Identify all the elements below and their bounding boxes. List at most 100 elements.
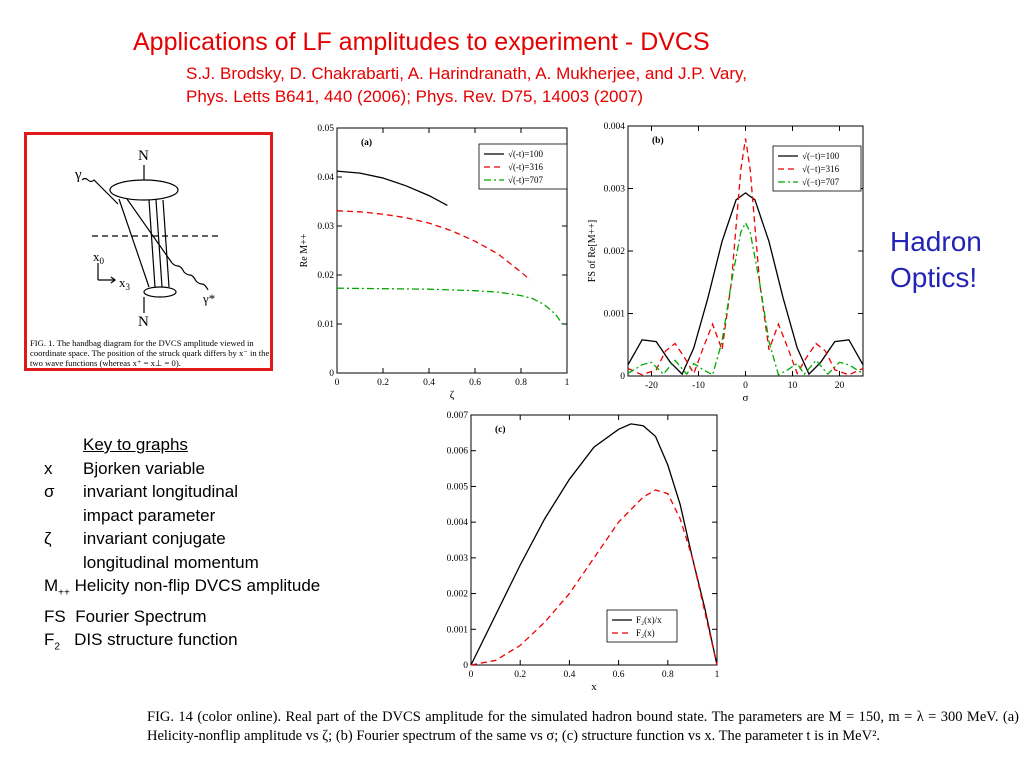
series-line [627,221,864,376]
plot-frame [336,127,568,374]
series-line [470,489,718,666]
y-tick-label: 0.004 [447,518,469,528]
panel-label: (b) [652,135,664,146]
y-axis-label: FS of Re[M++] [587,220,598,282]
legend-label: √(-t)=707 [508,175,544,185]
key-to-graphs: Key to graphs x Bjorken variable σ invaria… [44,433,384,659]
key-symbol-sub: ++ [58,587,70,599]
key-text: Bjorken variable [83,458,205,478]
key-symbol: F [44,630,55,650]
y-tick-label: 0.003 [604,185,626,195]
key-row: x Bjorken variable [44,457,384,481]
panel-label: (c) [495,424,506,435]
fig1-caption: FIG. 1. The handbag diagram for the DVCS… [30,338,270,368]
x-tick-label: -10 [692,381,705,391]
x-axis-label: σ [743,392,749,404]
hadron-optics-callout: Hadron Optics! [890,224,982,296]
key-symbol: σ [44,482,55,501]
y-tick-label: 0.005 [447,482,469,492]
key-row: σ invariant longitudinal [44,480,384,504]
y-tick-label: 0.001 [604,310,626,320]
diagram-label-x0: x0 [93,249,105,266]
key-symbol: FS [44,606,66,626]
x-tick-label: 0.4 [563,670,575,680]
citation-line-2: Phys. Letts B641, 440 (2006); Phys. Rev.… [186,87,644,106]
struck-quark-line-a [118,198,150,288]
y-tick-label: 0.001 [447,625,469,635]
legend-label: √(-t)=100 [508,149,544,159]
series-line [627,138,864,376]
x-tick-label: 0 [743,381,748,391]
x-tick-label: 0.6 [469,378,481,388]
key-symbol-sub: 2 [54,641,60,653]
x-tick-label: -20 [645,381,658,391]
incoming-photon [81,177,119,205]
key-text: impact parameter [83,505,216,525]
series-line [336,170,448,206]
slide-title: Applications of LF amplitudes to experim… [133,28,710,56]
struck-quark-line-b [126,198,173,264]
chart-panel-a: 0 0.2 0.4 0.6 0.8 1 0 0.01 0.02 0.03 0.04 0.05 (a) ζ R… [299,124,570,401]
x-tick-label: 0.6 [613,670,625,680]
series-line [627,192,864,376]
key-row: ζ invariant conjugate [44,527,384,551]
y-tick-label: 0.01 [317,320,334,330]
x-axis-label: ζ [450,389,455,401]
key-title: Key to graphs [83,435,188,454]
y-tick-label: 0.006 [447,447,469,457]
x-axis-label: x [591,681,597,693]
x-tick-label: 1 [715,670,720,680]
chart-panel-c: 0 0.2 0.4 0.6 0.8 1 0 0.001 0.002 0.003 0.004 0.005… [447,411,720,693]
key-text: Fourier Spectrum [75,606,207,626]
key-symbol: ζ [44,529,52,548]
y-tick-label: 0 [620,372,625,382]
panel-label: (a) [361,137,372,148]
plot-frame [470,414,718,666]
legend-label: √(-t)=316 [508,162,544,172]
y-tick-label: 0.007 [447,411,469,421]
x-tick-label: 0.2 [514,670,526,680]
y-tick-label: 0.002 [604,247,626,257]
handbag-diagram: N N γ γ* x0 x3 [74,148,219,330]
handbag-diagram-figure: N N γ γ* x0 x3 FIG. 1. The handbag diagr… [24,132,273,371]
y-tick-label: 0 [463,661,468,671]
x-tick-label: 0.2 [377,378,389,388]
key-text: longitudinal momentum [83,552,259,572]
y-tick-label: 0.002 [447,590,469,600]
x-tick-label: 0.4 [423,378,435,388]
diagram-label-n-top: N [138,148,149,164]
x-tick-label: 10 [788,381,798,391]
diagram-label-gamma-star: γ* [202,291,215,306]
lower-blob [143,286,177,298]
y-tick-label: 0.004 [604,122,626,132]
outgoing-photon [171,262,209,291]
y-axis-label: Re M++ [299,233,310,267]
legend-box [772,145,862,192]
x-tick-label: 1 [565,378,570,388]
x-tick-label: 0.8 [662,670,674,680]
spectator-line-1 [148,199,156,288]
upper-blob [109,179,179,201]
legend-label: √(−t)=100 [802,151,840,161]
diagram-label-x3: x3 [119,275,131,292]
y-tick-label: 0.02 [317,271,334,281]
spectator-line-3 [162,199,170,288]
key-symbol: x [44,458,53,478]
hadron-optics-line-1: Hadron [890,226,982,257]
legend-box [478,143,568,190]
x-tick-label: 0 [335,378,340,388]
series-line [336,210,531,281]
series-line [470,423,718,666]
key-text: invariant longitudinal [83,482,238,501]
citation: S.J. Brodsky, D. Chakrabarti, A. Harindr… [186,62,747,108]
legend-label: √(−t)=316 [802,164,840,174]
key-text: DIS structure function [74,630,238,650]
citation-line-1: S.J. Brodsky, D. Chakrabarti, A. Harindr… [186,64,747,83]
chart-panel-b: -20 -10 0 10 20 0 0.001 0.002 0.003 0.004 (b) σ FS o… [587,122,864,404]
x-tick-label: 0.8 [515,378,527,388]
x-tick-label: 20 [835,381,845,391]
legend-label: √(−t)=707 [802,177,840,187]
key-text: invariant conjugate [83,529,226,548]
key-symbol: M [44,576,59,595]
key-row: impact parameter [44,504,384,528]
